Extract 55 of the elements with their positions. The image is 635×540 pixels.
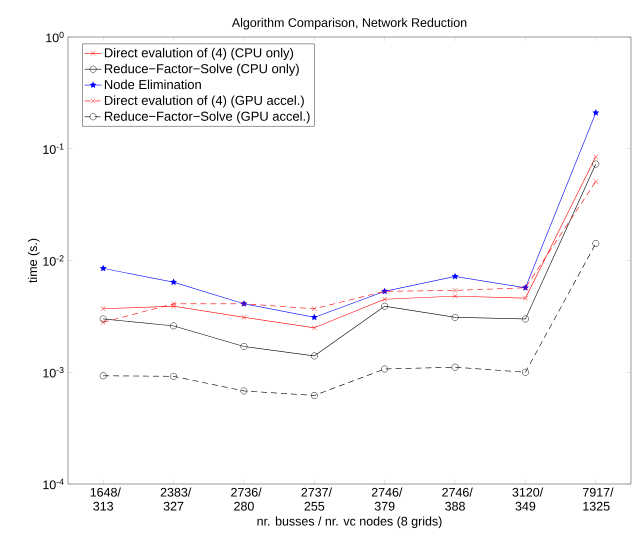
point (100, 264, 106, 272)
point (452, 273, 458, 280)
y-tick-label: 10$^{-2}$ (43, 255, 64, 266)
point (381, 366, 388, 372)
point (310, 352, 318, 360)
point (452, 288, 458, 293)
x-tick-label: 7917/ 1325 (583, 488, 614, 511)
point (522, 296, 528, 301)
point (170, 322, 177, 330)
point (100, 320, 106, 325)
legend-label: Direct evalution of (4) (GPU accel.) (104, 95, 304, 108)
point (593, 178, 598, 184)
x-axis-title: nr. busses / nr. vc nodes (8 grids) (257, 516, 442, 528)
point (241, 314, 246, 320)
x-tick-label: 1648/ 313 (90, 488, 121, 511)
point (592, 160, 600, 168)
x-tick-label: 2737/ 255 (301, 488, 332, 511)
point (170, 278, 177, 285)
y-tick-label: 10$^{-3}$ (43, 366, 64, 378)
point (382, 296, 388, 302)
point (170, 372, 177, 380)
x-tick-label: 2383/ 327 (160, 488, 192, 511)
chart-title: Algorithm Comparison, Network Reduction (232, 18, 466, 30)
y-tick-label: 10$^{-4}$ (43, 478, 64, 490)
point (452, 294, 458, 299)
point (240, 388, 248, 394)
point (310, 392, 318, 399)
point (593, 154, 598, 160)
point (381, 302, 388, 310)
legend-label: Node Elimination (104, 80, 201, 90)
x-tick-label: 3120/ 349 (512, 488, 544, 511)
point (240, 343, 248, 350)
point (311, 314, 318, 320)
point (592, 109, 600, 116)
point (452, 314, 458, 321)
legend-label: Direct evalution of (4) (CPU only) (104, 48, 294, 60)
point (452, 364, 458, 371)
legend-label: Reduce−Factor−Solve (CPU only) (104, 64, 299, 76)
point (522, 368, 529, 376)
y-tick-label: 10$^{0}$ (46, 32, 64, 42)
point (171, 301, 176, 306)
point (171, 304, 176, 309)
y-tick-label: 10$^{-1}$ (43, 144, 64, 154)
point (312, 306, 317, 312)
x-tick-label: 2746/ 379 (372, 488, 402, 511)
point (312, 325, 317, 330)
point (592, 240, 600, 247)
point (100, 306, 106, 312)
point (522, 316, 529, 322)
point (100, 316, 107, 322)
x-tick-label: 2746/ 388 (442, 488, 473, 511)
line-series (100, 154, 598, 330)
point (100, 372, 107, 380)
legend-label: Reduce−Factor−Solve (GPU accel.) (104, 111, 310, 124)
y-axis-title: time (s.) (28, 238, 40, 283)
